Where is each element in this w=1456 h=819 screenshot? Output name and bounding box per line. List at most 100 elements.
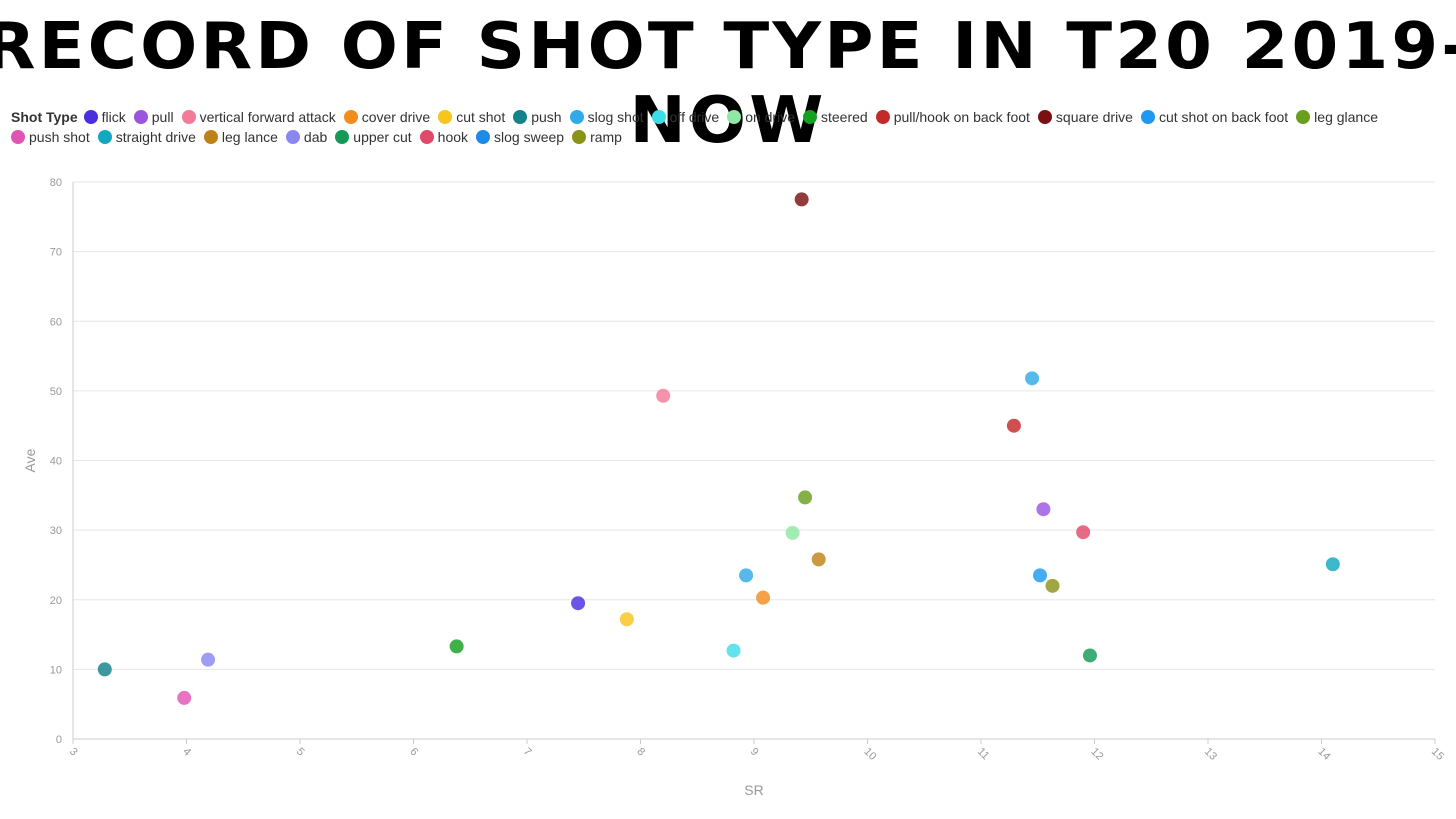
legend-item-label: slog sweep [494,129,565,145]
legend-item[interactable]: slog sweep [476,128,564,146]
legend-item[interactable]: square drive [1037,108,1133,126]
legend-title: Shot Type [11,109,78,125]
legend-item-label: cut shot [456,109,506,125]
y-tick-label: 60 [50,316,62,328]
y-tick-label: 80 [50,177,62,189]
x-tick-label: 8 [634,746,647,759]
legend-swatch [875,110,890,124]
legend-item-label: straight drive [115,129,196,145]
data-point [571,596,586,611]
legend-item-label: dab [303,129,328,145]
legend-item[interactable]: hook [419,128,469,146]
legend-item-label: leg glance [1314,109,1378,125]
data-point [1025,371,1040,386]
x-tick-label: 13 [1202,746,1219,763]
data-point [656,388,671,403]
legend-item[interactable]: leg glance [1296,108,1378,126]
data-point [1006,418,1021,433]
data-point [798,490,813,505]
legend-item[interactable]: leg lance [203,128,278,146]
y-tick-label: 20 [50,595,62,607]
legend-item[interactable]: steered [803,108,868,126]
x-axis-title: SR [744,782,763,798]
legend-swatch [513,110,528,124]
legend-item[interactable]: cut shot on back foot [1140,108,1289,126]
legend-item-label: on drive [745,109,795,125]
legend: Shot Type flick pull vertical forward atta… [11,108,1431,146]
legend-item[interactable]: ramp [572,128,622,146]
legend-swatch [651,110,666,124]
legend-item-label: off drive [669,109,720,125]
data-point [619,612,634,627]
legend-item-label: leg lance [221,129,278,145]
legend-item-label: square drive [1055,109,1133,125]
legend-item-label: pull/hook on back foot [893,109,1030,125]
legend-swatch [803,110,817,124]
legend-item-label: steered [821,109,868,125]
x-tick-label: 5 [294,746,307,759]
legend-item-label: cover drive [361,109,431,125]
x-tick-label: 9 [748,746,761,759]
legend-item-label: slog shot [587,109,644,125]
legend-swatch [133,110,148,124]
legend-swatch [572,130,587,144]
chart-title: Record of Shot Type in T20 2019-Now [0,10,1456,158]
x-tick-label: 14 [1315,746,1332,763]
legend-item[interactable]: vertical forward attack [181,108,336,126]
legend-swatch [97,130,112,144]
legend-swatch [1296,110,1311,124]
legend-item-label: hook [437,129,469,145]
legend-item[interactable]: push [513,108,562,126]
legend-swatch [343,110,358,124]
legend-item[interactable]: push shot [11,128,90,146]
legend-item-label: vertical forward attack [199,109,336,125]
legend-item[interactable]: off drive [651,108,720,126]
data-point [1036,502,1051,517]
x-tick-label: 15 [1429,746,1446,763]
legend-swatch [727,110,742,124]
legend-item[interactable]: upper cut [335,128,412,146]
x-tick-label: 11 [975,746,992,763]
data-point [811,552,826,567]
legend-item[interactable]: pull [133,108,174,126]
y-axis-title: Ave [22,448,38,472]
legend-item[interactable]: on drive [727,108,795,126]
data-point [756,590,771,605]
x-tick-label: 6 [407,746,420,759]
legend-swatch [569,110,584,124]
legend-swatch [83,110,98,124]
data-point [726,643,741,658]
x-tick-label: 7 [521,746,534,759]
legend-swatch [419,130,434,144]
legend-swatch [476,130,491,144]
data-point [201,652,216,667]
legend-item-label: flick [101,109,126,125]
y-tick-label: 70 [50,247,62,259]
legend-item[interactable]: pull/hook on back foot [875,108,1030,126]
legend-item-label: ramp [590,129,622,145]
legend-item[interactable]: straight drive [97,128,196,146]
legend-swatch [1140,110,1155,124]
y-tick-label: 50 [50,386,62,398]
data-point [794,192,809,207]
data-point [1082,648,1097,663]
x-tick-label: 12 [1088,746,1105,763]
x-tick-label: 4 [180,746,193,759]
legend-swatch [11,130,25,144]
legend-item[interactable]: slog shot [569,108,644,126]
legend-item[interactable]: flick [83,108,126,126]
y-tick-label: 40 [50,456,62,468]
legend-item[interactable]: dab [285,128,328,146]
y-tick-label: 30 [50,525,62,537]
legend-swatch [335,130,350,144]
legend-item-label: cut shot on back foot [1158,109,1289,125]
legend-item[interactable]: cover drive [343,108,431,126]
data-point [1325,557,1340,572]
y-tick-label: 10 [50,664,62,676]
legend-swatch [1037,110,1052,124]
legend-swatch [203,130,218,144]
legend-item[interactable]: cut shot [438,108,505,126]
legend-item-label: pull [151,109,174,125]
legend-swatch [438,110,453,124]
